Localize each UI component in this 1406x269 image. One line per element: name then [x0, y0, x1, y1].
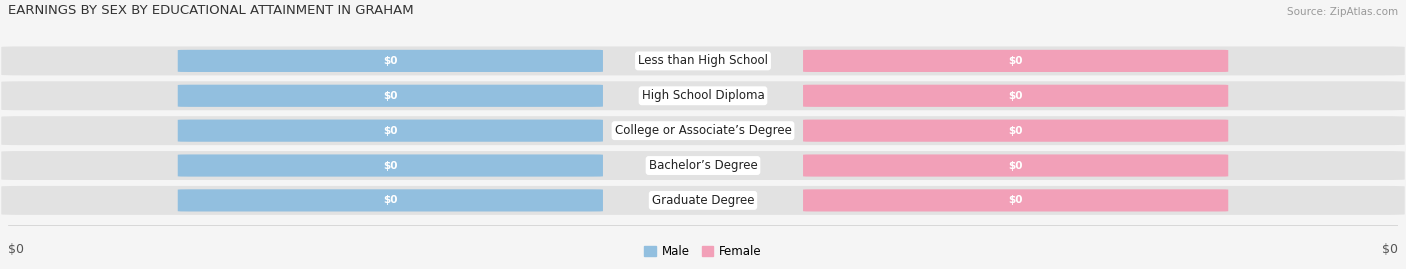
Text: $0: $0 — [382, 126, 398, 136]
Text: Less than High School: Less than High School — [638, 54, 768, 68]
FancyBboxPatch shape — [177, 154, 603, 177]
FancyBboxPatch shape — [177, 85, 603, 107]
Text: $0: $0 — [8, 243, 24, 256]
Text: $0: $0 — [382, 195, 398, 206]
Text: $0: $0 — [382, 161, 398, 171]
Text: EARNINGS BY SEX BY EDUCATIONAL ATTAINMENT IN GRAHAM: EARNINGS BY SEX BY EDUCATIONAL ATTAINMEN… — [8, 5, 413, 17]
Text: $0: $0 — [382, 56, 398, 66]
Text: High School Diploma: High School Diploma — [641, 89, 765, 102]
Text: Graduate Degree: Graduate Degree — [652, 194, 754, 207]
Legend: Male, Female: Male, Female — [640, 240, 766, 263]
FancyBboxPatch shape — [803, 189, 1229, 211]
FancyBboxPatch shape — [177, 50, 603, 72]
Text: $0: $0 — [1382, 243, 1398, 256]
FancyBboxPatch shape — [1, 81, 1405, 110]
Text: $0: $0 — [1008, 195, 1024, 206]
Text: $0: $0 — [1008, 161, 1024, 171]
FancyBboxPatch shape — [803, 119, 1229, 142]
FancyBboxPatch shape — [803, 154, 1229, 177]
FancyBboxPatch shape — [803, 50, 1229, 72]
FancyBboxPatch shape — [177, 189, 603, 211]
Text: $0: $0 — [382, 91, 398, 101]
Text: Source: ZipAtlas.com: Source: ZipAtlas.com — [1286, 8, 1398, 17]
Text: College or Associate’s Degree: College or Associate’s Degree — [614, 124, 792, 137]
Text: $0: $0 — [1008, 126, 1024, 136]
FancyBboxPatch shape — [1, 151, 1405, 180]
FancyBboxPatch shape — [803, 85, 1229, 107]
Text: $0: $0 — [1008, 91, 1024, 101]
FancyBboxPatch shape — [1, 47, 1405, 75]
FancyBboxPatch shape — [1, 116, 1405, 145]
FancyBboxPatch shape — [177, 119, 603, 142]
FancyBboxPatch shape — [1, 186, 1405, 215]
Text: Bachelor’s Degree: Bachelor’s Degree — [648, 159, 758, 172]
Text: $0: $0 — [1008, 56, 1024, 66]
